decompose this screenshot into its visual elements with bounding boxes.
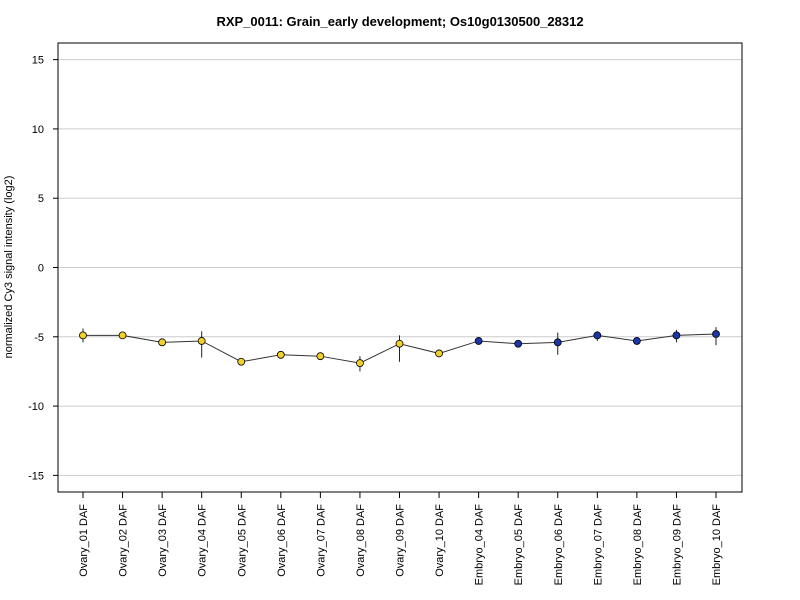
y-tick-label: -5: [34, 332, 44, 344]
y-tick-label: 5: [38, 193, 44, 205]
x-tick-label: Embryo_06 DAF: [553, 504, 565, 586]
data-point: [79, 331, 87, 340]
data-point: [672, 331, 681, 340]
data-point: [474, 337, 483, 345]
x-tick-label: Ovary_01 DAF: [78, 504, 90, 577]
x-tick-label: Embryo_08 DAF: [632, 504, 644, 586]
data-point: [435, 349, 443, 358]
data-point: [197, 337, 206, 345]
chart-title: RXP_0011: Grain_early development; Os10g…: [216, 14, 584, 29]
data-point: [237, 357, 246, 366]
data-point: [632, 337, 641, 345]
y-tick-label: 0: [38, 263, 44, 275]
data-point: [118, 331, 127, 340]
data-point: [276, 350, 285, 359]
x-axis: Ovary_01 DAF Ovary_02 DAF Ovary_03 DAF Ovar…: [78, 492, 723, 585]
x-tick-label: Ovary_05 DAF: [236, 504, 248, 577]
x-tick-label: Ovary_02 DAF: [118, 504, 130, 577]
y-axis: -15 -10 -5 0 5 10 15: [28, 55, 58, 482]
y-tick-label: -15: [28, 470, 44, 482]
x-tick-label: Ovary_03 DAF: [157, 504, 169, 577]
x-tick-label: Embryo_05 DAF: [513, 504, 525, 586]
x-tick-label: Ovary_09 DAF: [395, 504, 407, 577]
data-point: [553, 338, 562, 347]
data-point: [158, 338, 167, 347]
grid-layer: [58, 59, 742, 476]
data-point: [316, 352, 325, 361]
data-point: [395, 339, 404, 348]
y-tick-label: -10: [28, 401, 44, 413]
series-layer: [79, 327, 720, 372]
y-axis-label: normalized Cy3 signal intensity (log2): [3, 176, 15, 359]
x-tick-label: Embryo_09 DAF: [671, 504, 683, 586]
data-point: [712, 330, 720, 338]
x-tick-label: Ovary_06 DAF: [276, 504, 288, 577]
data-point: [593, 331, 602, 340]
x-tick-label: Ovary_07 DAF: [315, 504, 327, 577]
y-tick-label: 10: [32, 124, 44, 136]
x-tick-label: Ovary_04 DAF: [197, 504, 209, 577]
x-tick-label: Ovary_08 DAF: [355, 504, 367, 577]
x-tick-label: Embryo_10 DAF: [711, 504, 723, 586]
x-tick-label: Embryo_04 DAF: [474, 504, 486, 586]
x-tick-label: Ovary_10 DAF: [434, 504, 446, 577]
data-point: [514, 339, 523, 348]
data-point: [356, 359, 364, 368]
x-tick-label: Embryo_07 DAF: [592, 504, 604, 586]
y-tick-label: 15: [32, 55, 44, 67]
